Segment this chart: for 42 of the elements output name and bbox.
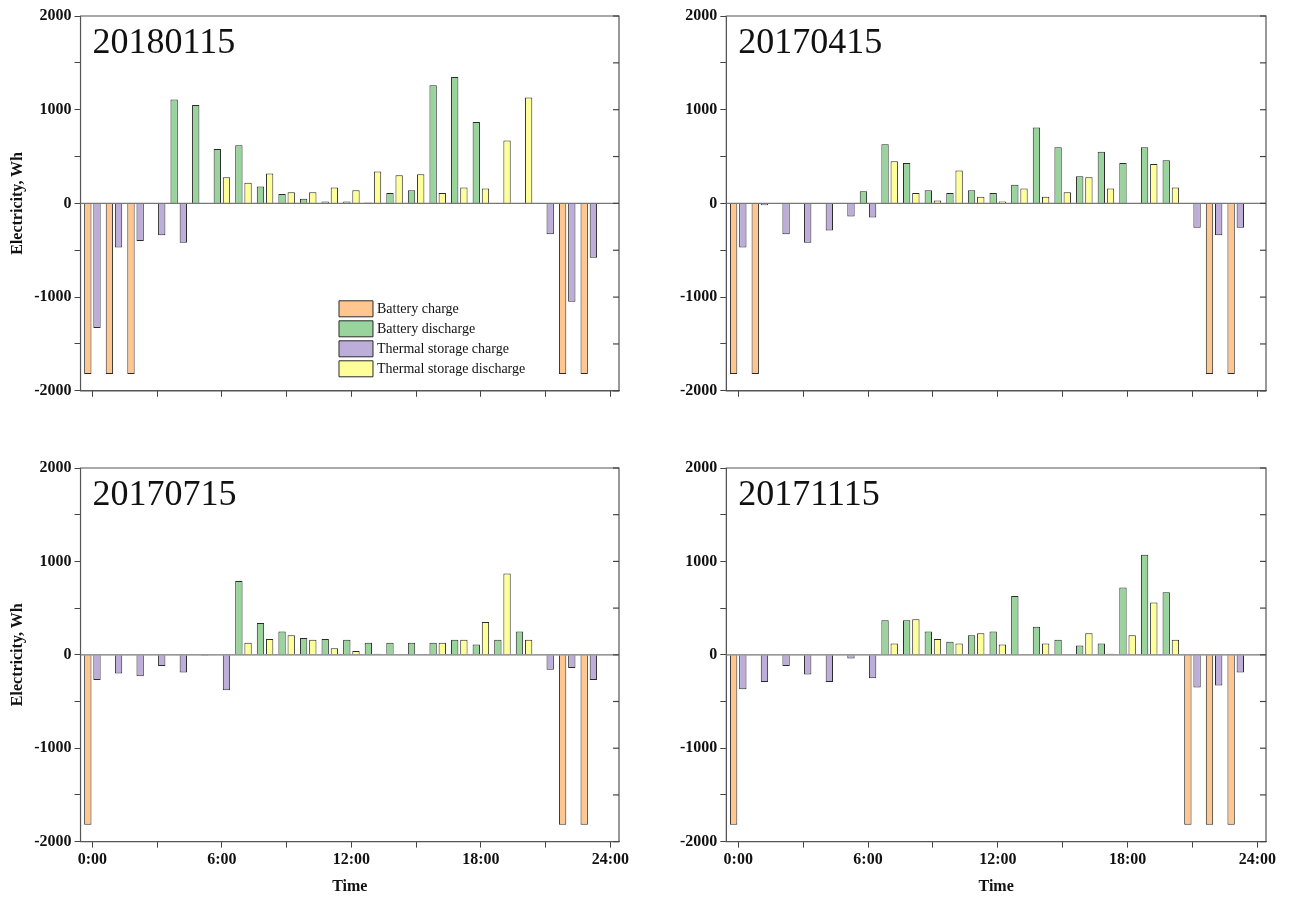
x-tick-label: 6:00 bbox=[853, 850, 883, 868]
y-axis-title: Electricity, Wh bbox=[7, 603, 26, 707]
legend-label: Battery discharge bbox=[376, 321, 476, 337]
x-tick-label: 0:00 bbox=[723, 850, 753, 868]
y-tick-label: 1000 bbox=[39, 99, 72, 117]
y-tick-label: -2000 bbox=[680, 380, 718, 398]
chart-title: 20171115 bbox=[738, 473, 880, 514]
y-tick-label: 1000 bbox=[685, 551, 718, 569]
y-tick-label: 2000 bbox=[685, 6, 718, 24]
y-tick-label: 2000 bbox=[39, 458, 72, 476]
x-tick-label: 12:00 bbox=[332, 850, 371, 868]
chart-title: 20180115 bbox=[92, 21, 236, 62]
y-tick-label: -1000 bbox=[680, 738, 718, 756]
y-tick-label: -1000 bbox=[680, 287, 718, 305]
chart-title: 20170415 bbox=[738, 21, 883, 62]
y-tick-label: 1000 bbox=[39, 551, 72, 569]
legend-label: Thermal storage charge bbox=[376, 341, 509, 357]
x-tick-label: 18:00 bbox=[1108, 850, 1147, 868]
y-tick-label: 2000 bbox=[39, 6, 72, 24]
y-tick-label: -2000 bbox=[680, 831, 718, 849]
x-tick-label: 12:00 bbox=[979, 850, 1017, 868]
y-axis-title: Electricity, Wh bbox=[7, 151, 26, 255]
y-tick-label: 1000 bbox=[685, 99, 718, 117]
x-tick-label: 24:00 bbox=[591, 850, 630, 868]
y-tick-label: -2000 bbox=[34, 380, 72, 398]
legend-label: Thermal storage discharge bbox=[376, 361, 526, 377]
y-tick-label: 0 bbox=[709, 644, 718, 662]
y-tick-label: -2000 bbox=[34, 831, 72, 849]
legend-label: Battery charge bbox=[376, 301, 459, 317]
y-tick-label: 0 bbox=[63, 193, 72, 211]
y-tick-label: 0 bbox=[709, 193, 718, 211]
chart-title: 20170715 bbox=[92, 473, 237, 514]
x-axis-title: Time bbox=[332, 876, 368, 894]
x-tick-label: 6:00 bbox=[207, 850, 237, 868]
y-tick-label: -1000 bbox=[34, 287, 72, 305]
y-tick-label: 0 bbox=[63, 644, 72, 662]
y-tick-label: -1000 bbox=[34, 738, 72, 756]
x-tick-label: 18:00 bbox=[462, 850, 500, 868]
x-tick-label: 24:00 bbox=[1238, 850, 1277, 868]
x-tick-label: 0:00 bbox=[77, 850, 108, 868]
y-tick-label: 2000 bbox=[685, 458, 718, 476]
x-axis-title: Time bbox=[978, 876, 1014, 894]
